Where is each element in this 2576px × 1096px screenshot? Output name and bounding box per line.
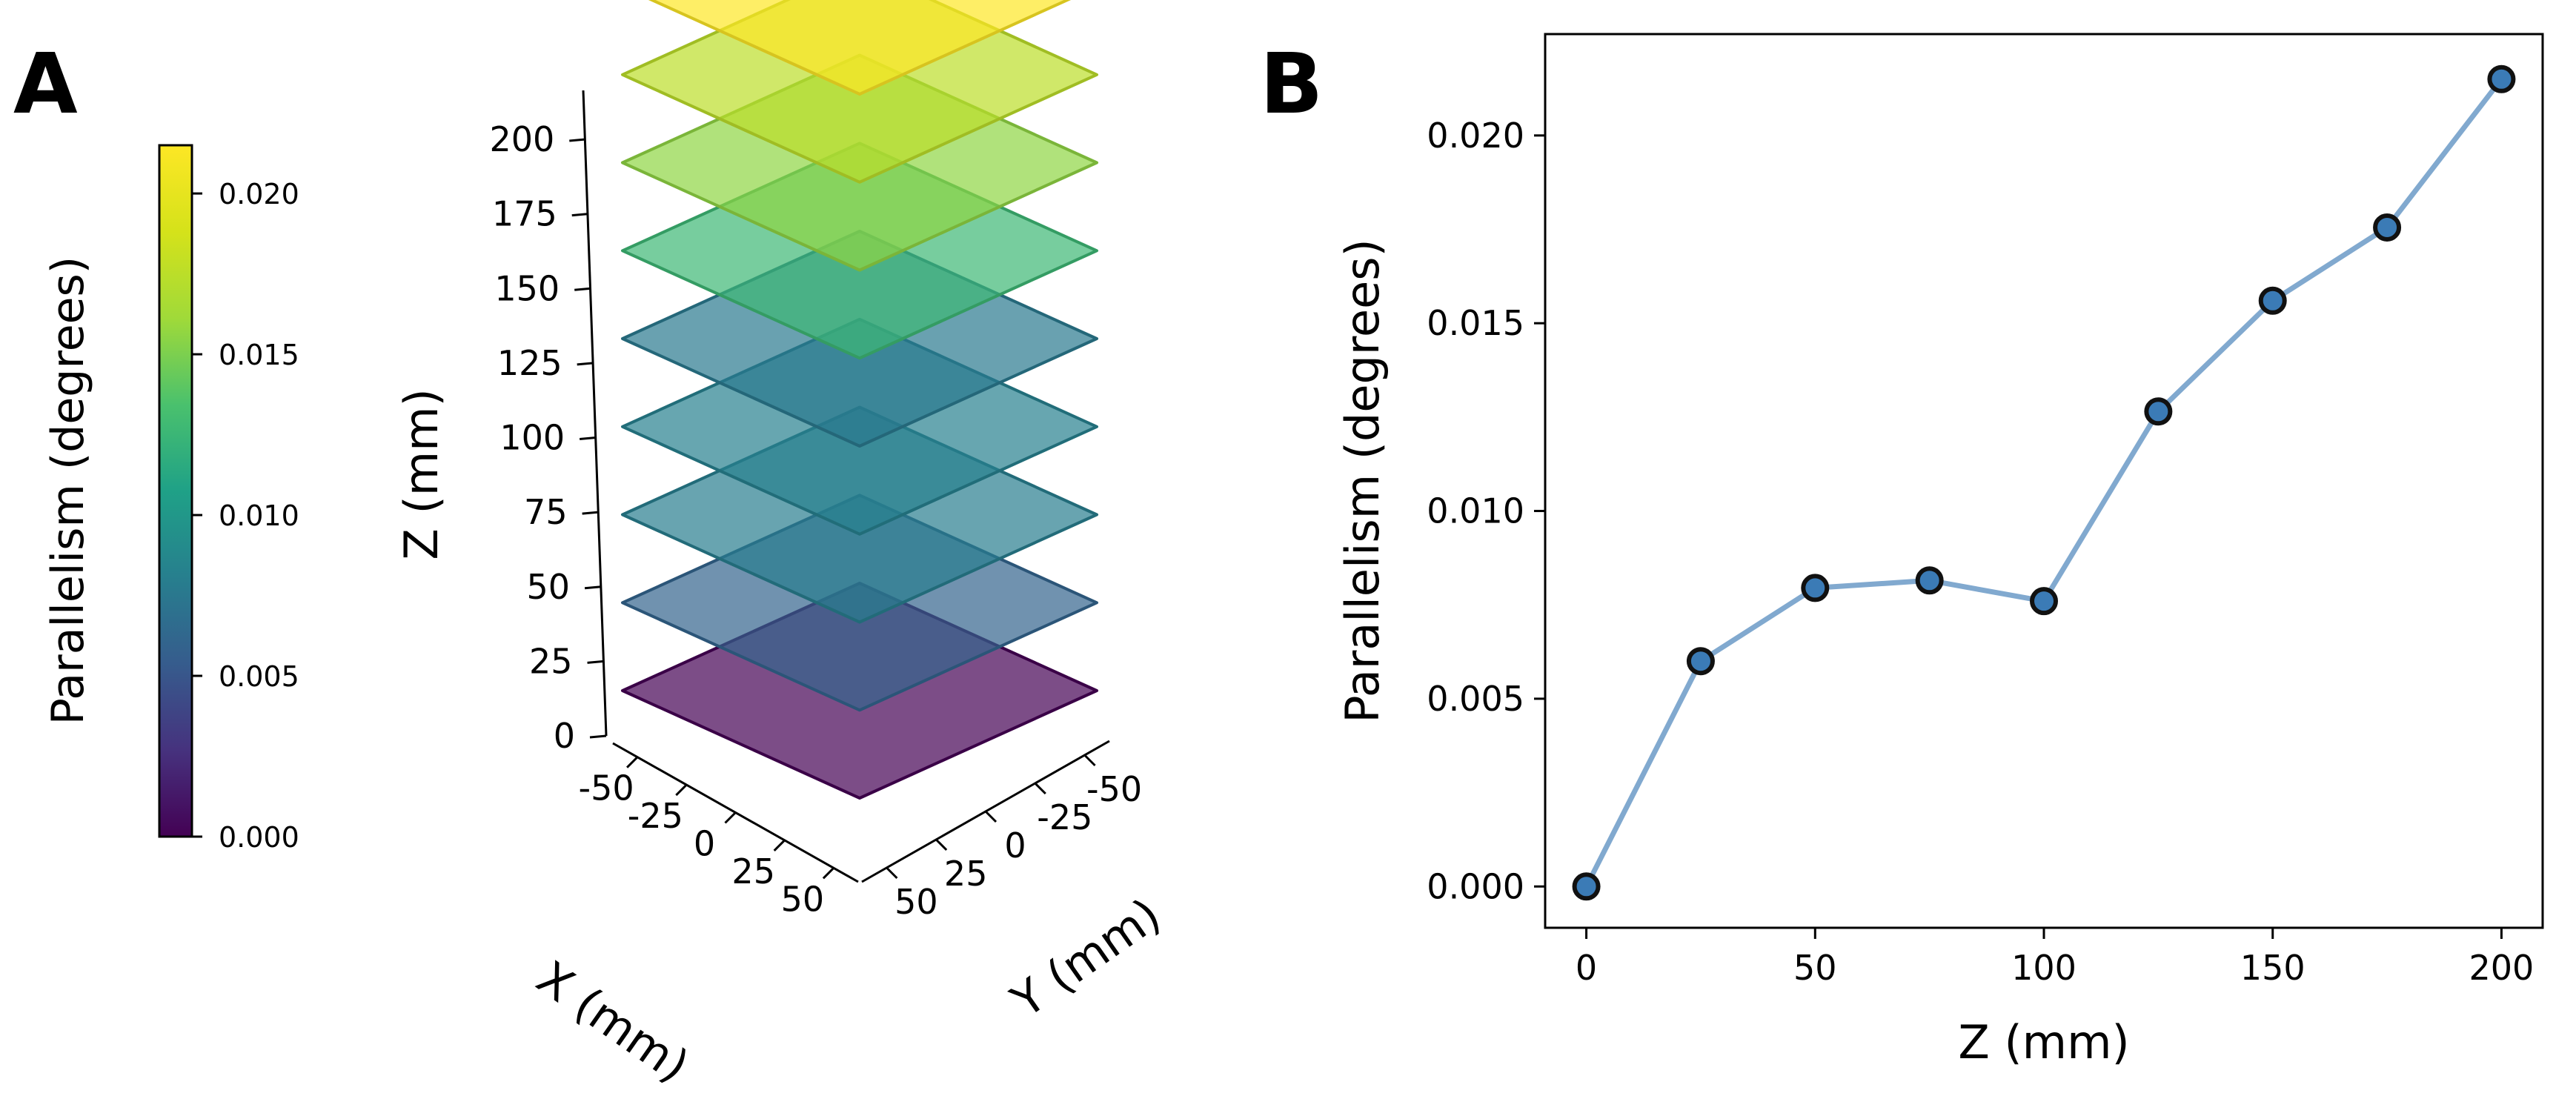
- y-tick-mark: [886, 866, 898, 880]
- y-axis-label: Y (mm): [1001, 887, 1170, 1028]
- b-x-tick-label: 150: [2240, 948, 2306, 988]
- z-tick-mark: [569, 138, 586, 142]
- data-point: [2258, 286, 2287, 315]
- b-x-axis-label: Z (mm): [1958, 1015, 2129, 1069]
- series-line: [1584, 77, 2504, 888]
- z-tick-label: 75: [524, 492, 568, 532]
- z-axis-label: Z (mm): [394, 388, 448, 559]
- z-tick-label: 25: [529, 641, 573, 681]
- y-tick-mark: [984, 810, 997, 823]
- y-tick-label: -25: [1037, 797, 1092, 837]
- colorbar-tick-label: 0.000: [219, 821, 299, 854]
- panel-a-label: A: [13, 36, 78, 133]
- z-tick-mark: [582, 511, 599, 515]
- panel-a-axes: 0255075100125150175200-50-2502550-50-250…: [489, 90, 1142, 922]
- panel-b-label: B: [1260, 36, 1323, 133]
- b-y-tick-label: 0.015: [1427, 303, 1524, 343]
- y-tick-label: 25: [944, 854, 988, 894]
- b-y-tick-label: 0.010: [1427, 491, 1524, 531]
- b-y-tick-label: 0.020: [1427, 116, 1524, 156]
- y-tick-mark: [1034, 782, 1046, 795]
- x-tick-mark: [773, 839, 786, 851]
- z-tick-mark: [580, 436, 597, 440]
- z-plane: [648, 0, 1072, 96]
- colorbar-gradient: [158, 144, 193, 838]
- x-tick-label: 0: [694, 824, 715, 864]
- z-tick-mark: [589, 734, 607, 739]
- b-y-tick-label: 0.000: [1427, 866, 1524, 906]
- colorbar: 0.000 0.005 0.010 0.015 0.020 Parallelism (d…: [42, 144, 299, 854]
- plane-stack: [621, 0, 1098, 800]
- colorbar-tick-label: 0.015: [219, 339, 299, 371]
- b-x-tick-label: 50: [1793, 948, 1837, 988]
- y-tick-mark: [935, 838, 948, 851]
- colorbar-tick-label: 0.010: [219, 499, 299, 532]
- plot-frame: [1544, 33, 2544, 929]
- x-tick-label: -25: [628, 796, 683, 836]
- b-x-tick-label: 200: [2469, 948, 2534, 988]
- colorbar-tick-label: 0.020: [219, 178, 299, 210]
- data-point: [1572, 872, 1601, 901]
- z-tick-mark: [571, 213, 588, 217]
- x-tick-mark: [675, 784, 688, 797]
- z-tick-label: 200: [489, 119, 554, 159]
- data-point: [1801, 574, 1830, 602]
- y-tick-label: -50: [1086, 769, 1142, 809]
- data-point: [2373, 213, 2402, 242]
- z-tick-label: 150: [494, 268, 560, 308]
- z-tick-mark: [577, 362, 594, 366]
- colorbar-label: Parallelism (degrees): [42, 256, 94, 725]
- z-tick-label: 125: [497, 343, 562, 383]
- z-tick-mark: [584, 585, 602, 590]
- b-x-tick-label: 100: [2011, 948, 2077, 988]
- b-y-tick-label: 0.005: [1427, 679, 1524, 719]
- z-tick-label: 100: [499, 418, 565, 458]
- data-point: [2144, 397, 2173, 426]
- x-tick-label: 25: [731, 851, 775, 891]
- y-tick-label: 0: [1004, 826, 1026, 866]
- z-tick-mark: [574, 287, 591, 291]
- y-tick-mark: [1083, 754, 1096, 767]
- x-tick-mark: [724, 811, 737, 824]
- panel-b-line-chart: 0 50 100 150 200 0.000 0.005 0.010 0.015 0.020 Z …: [1335, 33, 2544, 1069]
- b-x-tick-label: 0: [1576, 948, 1597, 988]
- x-axis-label: X (mm): [527, 950, 698, 1093]
- data-point: [1686, 647, 1715, 676]
- x-tick-mark: [822, 867, 834, 880]
- x-tick-mark: [626, 756, 639, 768]
- colorbar-tick-label: 0.005: [219, 660, 299, 693]
- z-tick-label: 50: [527, 567, 571, 607]
- b-y-axis-label: Parallelism (degrees): [1335, 239, 1390, 723]
- z-axis-line: [582, 90, 608, 737]
- y-tick-label: 50: [894, 882, 938, 922]
- z-tick-label: 175: [492, 194, 557, 234]
- data-point: [1915, 566, 1944, 595]
- z-tick-mark: [587, 660, 604, 664]
- data-point: [2487, 64, 2516, 93]
- data-point: [2030, 587, 2058, 616]
- z-tick-label: 0: [554, 716, 575, 756]
- x-tick-label: -50: [579, 768, 634, 808]
- panel-a-3d-chart: 0255075100125150175200-50-2502550-50-250…: [394, 0, 1170, 1093]
- x-tick-label: 50: [781, 879, 825, 919]
